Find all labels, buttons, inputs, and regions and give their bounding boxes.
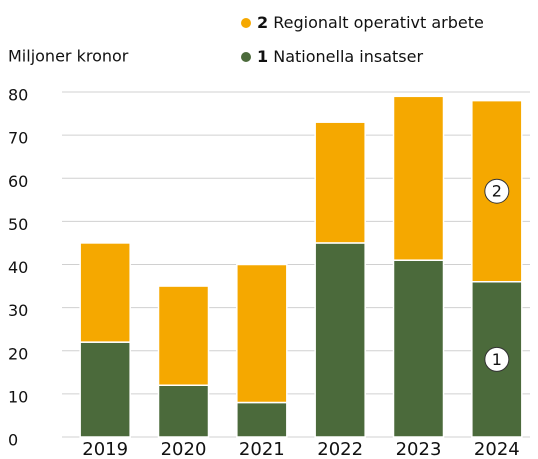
x-tick-label: 2020 — [161, 439, 207, 459]
y-tick-label: 50 — [8, 215, 28, 234]
x-tick-label: 2022 — [317, 439, 363, 459]
legend-swatch — [241, 52, 251, 62]
legend-entry: 1 Nationella insatser — [257, 47, 423, 66]
legend-swatch — [241, 18, 251, 28]
bar-segment — [314, 242, 366, 438]
y-tick-label: 30 — [8, 301, 28, 320]
x-tick-label: 2021 — [239, 439, 285, 459]
bar-segment — [157, 384, 210, 438]
y-tick-label: 20 — [8, 344, 28, 363]
legend-name: Nationella insatser — [273, 47, 423, 66]
y-tick-label: 80 — [8, 86, 28, 105]
bar-segment — [392, 259, 445, 438]
bar-segment — [236, 401, 288, 438]
bar-segment — [236, 263, 288, 404]
y-axis-label: Miljoner kronor — [8, 47, 129, 66]
annotation: 1 — [492, 350, 502, 369]
y-tick-label: 70 — [8, 129, 28, 148]
legend-entry: 2 Regionalt operativt arbete — [257, 13, 484, 32]
bar-segment — [471, 281, 523, 438]
y-tick-label: 60 — [8, 172, 28, 191]
y-tick-label: 40 — [8, 258, 28, 277]
legend-key: 1 — [257, 47, 268, 66]
bar-segment — [157, 285, 210, 386]
annotation: 2 — [492, 182, 502, 201]
y-tick-label: 0 — [8, 431, 18, 450]
annotation-circle — [484, 346, 510, 372]
bar-segment — [79, 242, 131, 343]
bar-segment — [314, 121, 366, 244]
x-tick-label: 2019 — [82, 439, 128, 459]
legend-key: 2 — [257, 13, 268, 32]
legend-name: Regionalt operativt arbete — [273, 13, 484, 32]
bar-segment — [392, 95, 445, 261]
x-tick-label: 2024 — [474, 439, 520, 459]
bar-segment — [79, 341, 131, 438]
x-tick-label: 2023 — [396, 439, 442, 459]
annotation-circle — [484, 178, 510, 204]
y-tick-label: 10 — [8, 387, 28, 406]
